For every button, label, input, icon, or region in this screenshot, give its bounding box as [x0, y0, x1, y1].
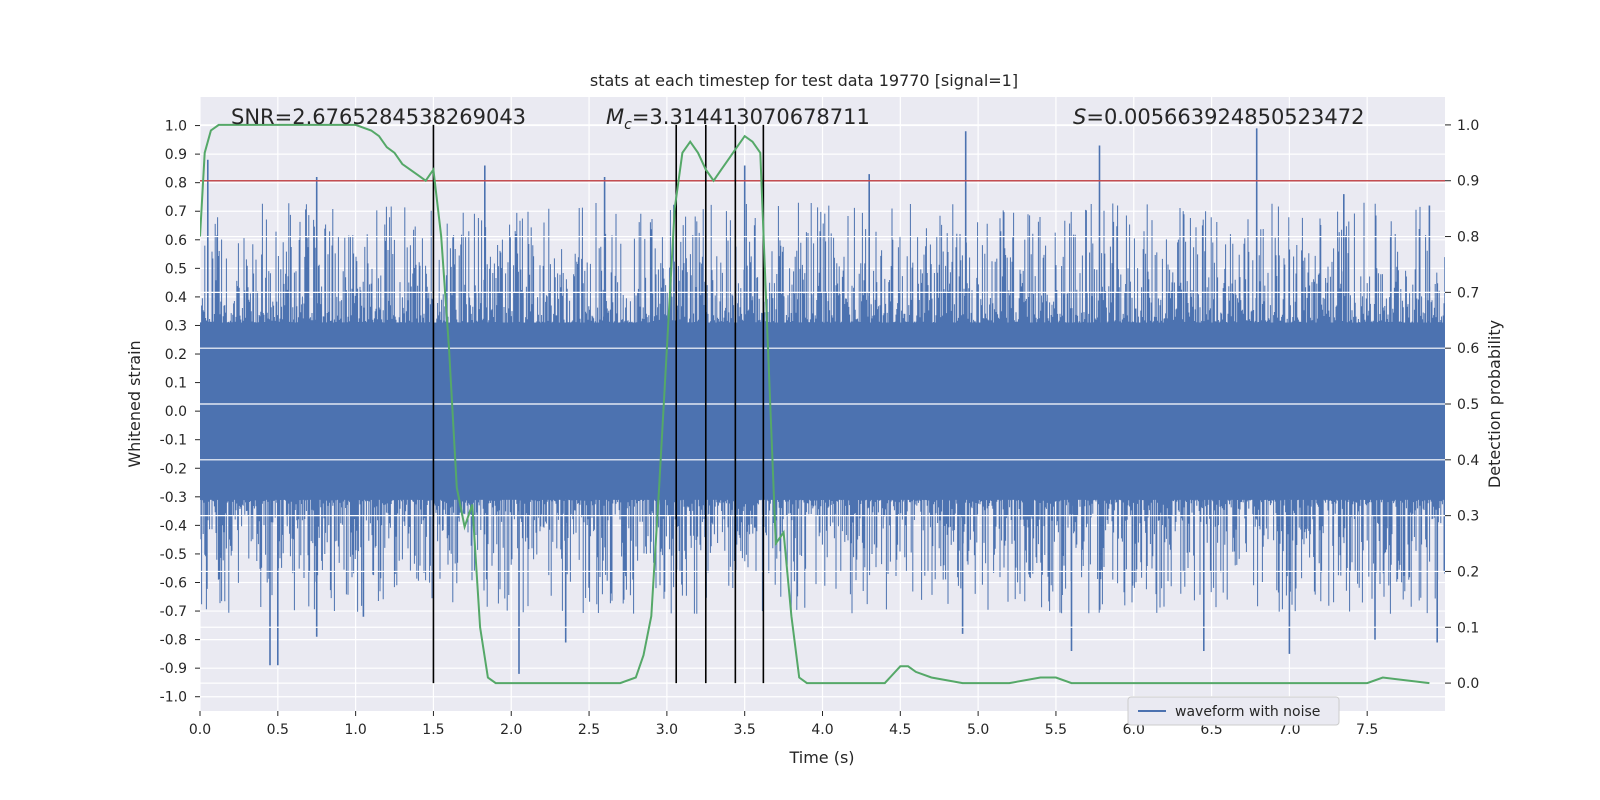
y-tick-label-4: -0.6	[160, 575, 187, 591]
y-axis-ticks: -1.0 -0.9 -0.8 -0.7 -0.6 -0.5 -0.4 -0.3 -0.2 -0.1…	[160, 119, 200, 706]
s-annotation: S=0.005663924850523472	[1073, 105, 1364, 129]
y2-tick-label-8: 0.8	[1457, 230, 1479, 246]
x-tick-label-8: 4.0	[811, 722, 833, 738]
y2-tick-label-10: 1.0	[1457, 118, 1479, 134]
y-tick-label-19: 0.9	[165, 147, 187, 163]
waveform-core	[200, 322, 1445, 500]
y2-tick-label-5: 0.5	[1457, 397, 1479, 413]
y2-tick-label-7: 0.7	[1457, 285, 1479, 301]
x-tick-label-10: 5.0	[967, 722, 989, 738]
mc-symbol: M	[606, 105, 624, 129]
y-tick-label-13: 0.3	[165, 318, 187, 334]
y-tick-label-15: 0.5	[165, 261, 187, 277]
y2-tick-label-3: 0.3	[1457, 509, 1479, 525]
y-tick-label-16: 0.6	[165, 233, 187, 249]
y2-tick-label-2: 0.2	[1457, 564, 1479, 580]
y-tick-label-18: 0.8	[165, 176, 187, 192]
x-tick-label-0: 0.0	[189, 722, 211, 738]
x-tick-label-13: 6.5	[1200, 722, 1222, 738]
y-tick-label-0: -1.0	[160, 690, 187, 706]
series-detection-probability	[200, 123, 1430, 685]
y2-axis-ticks: 0.0 0.1 0.2 0.3 0.4 0.5 0.6 0.7 0.8 0.9 1.0	[1445, 118, 1479, 692]
legend: waveform with noise	[1127, 696, 1340, 726]
x-tick-label-9: 4.5	[889, 722, 911, 738]
x-tick-label-3: 1.5	[422, 722, 444, 738]
x-tick-label-7: 3.5	[734, 722, 756, 738]
y-tick-label-14: 0.4	[165, 290, 187, 306]
snr-value: 2.6765284538269043	[292, 105, 526, 129]
x-tick-label-2: 1.0	[344, 722, 366, 738]
x-tick-label-6: 3.0	[656, 722, 678, 738]
x-tick-label-12: 6.0	[1123, 722, 1145, 738]
mc-value: =3.314413070678711	[632, 105, 870, 129]
y2-tick-label-9: 0.9	[1457, 174, 1479, 190]
x-tick-label-4: 2.0	[500, 722, 522, 738]
x-tick-label-5: 2.5	[578, 722, 600, 738]
waveform-peaks	[207, 128, 1438, 674]
s-symbol: S	[1073, 105, 1086, 129]
y-tick-label-6: -0.4	[160, 518, 187, 534]
x-tick-label-11: 5.5	[1045, 722, 1067, 738]
x-axis-label: Time (s)	[788, 748, 854, 767]
y-tick-label-20: 1.0	[165, 119, 187, 135]
snr-prefix: SNR=	[231, 105, 292, 129]
y-tick-label-17: 0.7	[165, 204, 187, 220]
x-axis-ticks: 0.0 0.5 1.0 1.5 2.0 2.5 3.0 3.5 4.0 4.5 5.0 5.5 6.0 6…	[189, 711, 1378, 738]
chirp-mass-annotation: Mc=3.314413070678711	[606, 105, 870, 133]
legend-entry-waveform: waveform with noise	[1175, 704, 1320, 720]
y-tick-label-1: -0.9	[160, 661, 187, 677]
s-value: =0.005663924850523472	[1086, 105, 1364, 129]
y2-tick-label-6: 0.6	[1457, 341, 1479, 357]
chart-title: stats at each timestep for test data 197…	[590, 71, 1018, 90]
mc-subscript: c	[624, 117, 632, 133]
y-tick-label-12: 0.2	[165, 347, 187, 363]
y-tick-label-10: 0.0	[165, 404, 187, 420]
legend-box	[1127, 696, 1340, 726]
y2-axis-label: Detection probability	[1485, 320, 1504, 488]
y2-tick-label-1: 0.1	[1457, 620, 1479, 636]
y-tick-label-7: -0.3	[160, 490, 187, 506]
x-tick-label-15: 7.5	[1356, 722, 1378, 738]
y-tick-label-8: -0.2	[160, 461, 187, 477]
y-axis-label: Whitened strain	[125, 340, 144, 467]
y-tick-label-2: -0.8	[160, 633, 187, 649]
y-tick-label-3: -0.7	[160, 604, 187, 620]
y-tick-label-11: 0.1	[165, 376, 187, 392]
y2-tick-label-4: 0.4	[1457, 453, 1479, 469]
y-tick-label-9: -0.1	[160, 433, 187, 449]
x-tick-label-14: 7.0	[1278, 722, 1300, 738]
x-tick-label-1: 0.5	[267, 722, 289, 738]
y-tick-label-5: -0.5	[160, 547, 187, 563]
y2-tick-label-0: 0.0	[1457, 676, 1479, 692]
series-waveform-with-noise	[200, 128, 1445, 674]
snr-annotation: SNR=2.6765284538269043	[231, 105, 526, 129]
